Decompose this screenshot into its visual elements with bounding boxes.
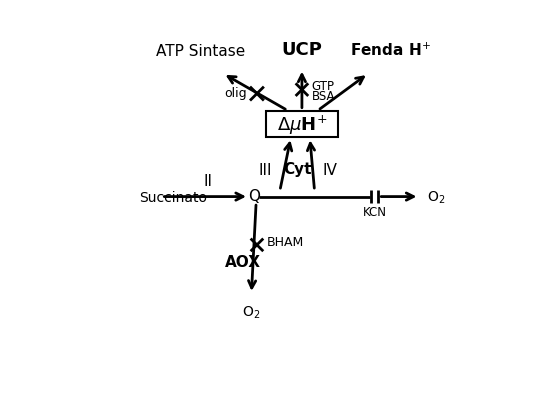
FancyBboxPatch shape	[266, 112, 338, 138]
Text: olig: olig	[224, 87, 247, 100]
Text: O$_2$: O$_2$	[242, 304, 260, 321]
Text: BHAM: BHAM	[266, 236, 304, 249]
Text: Succinato: Succinato	[139, 190, 207, 204]
Text: AOX: AOX	[225, 254, 261, 269]
Text: Cyt: Cyt	[283, 162, 311, 177]
Text: $\Delta\mu\mathbf{H}^{+}$: $\Delta\mu\mathbf{H}^{+}$	[277, 113, 327, 136]
Text: GTP: GTP	[311, 80, 334, 93]
Text: ATP Sintase: ATP Sintase	[156, 44, 246, 58]
Text: O$_2$: O$_2$	[426, 189, 445, 205]
Text: UCP: UCP	[282, 40, 322, 58]
Text: Q: Q	[248, 188, 260, 203]
Text: II: II	[204, 173, 212, 188]
Text: BSA: BSA	[311, 90, 335, 103]
Text: III: III	[258, 163, 272, 178]
Text: KCN: KCN	[363, 206, 387, 219]
Text: IV: IV	[323, 163, 337, 178]
Text: Fenda H$^{+}$: Fenda H$^{+}$	[350, 41, 431, 58]
